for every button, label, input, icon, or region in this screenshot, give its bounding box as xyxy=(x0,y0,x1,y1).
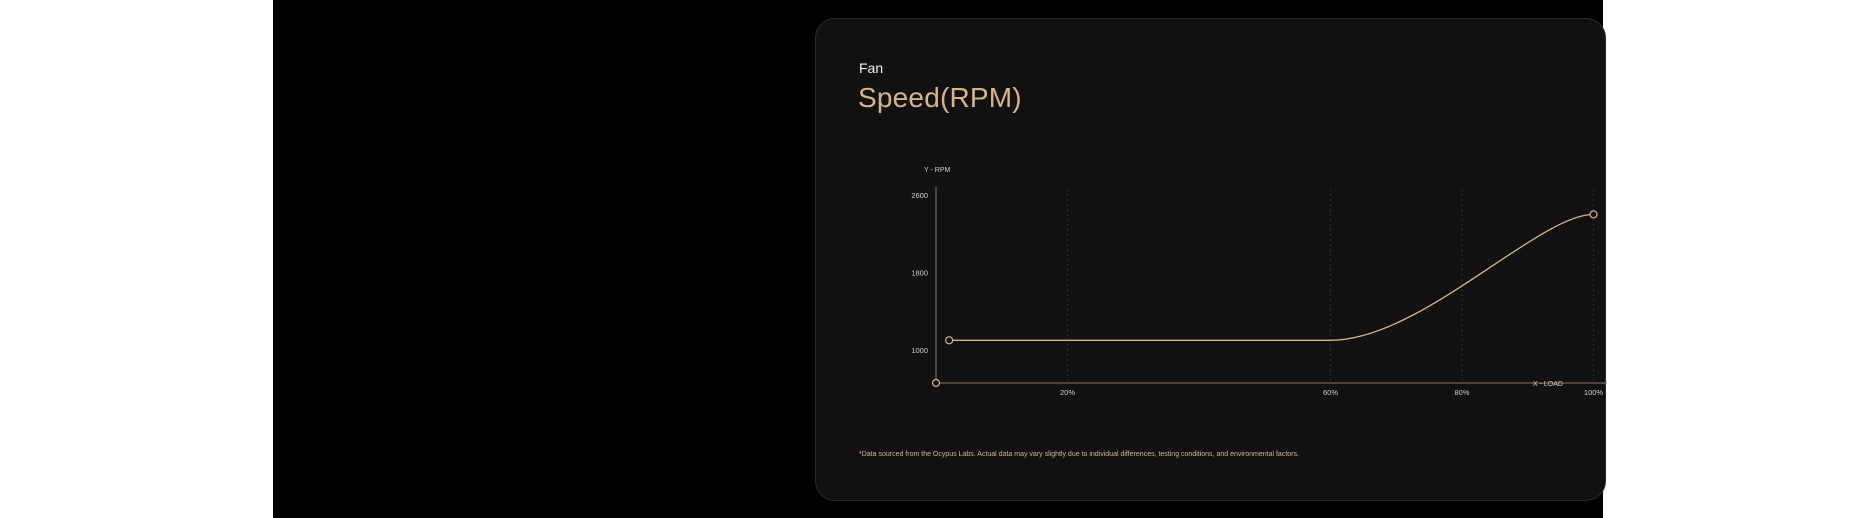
origin-marker xyxy=(931,378,941,388)
fan-curve-chart: 20% 60% 80% 100% 1000 1800 2600 Y - RPM X - LO… xyxy=(911,167,1607,397)
grid-lines xyxy=(1067,189,1594,383)
y-tick-label-2600: 2600 xyxy=(911,191,928,200)
tick-labels: 20% 60% 80% 100% 1000 1800 2600 xyxy=(911,191,1603,397)
series-point-start xyxy=(945,336,954,345)
x-axis-title: X - LOAD xyxy=(1533,381,1563,388)
axes xyxy=(931,187,1607,388)
data-footnote: *Data sourced from the Ocypus Labs. Actu… xyxy=(859,451,1299,458)
page-background: Fan Speed(RPM) 20% 60% 80% 100% 1000 1800 2600… xyxy=(273,0,1607,518)
series-point-end xyxy=(1589,210,1598,219)
series-line-0 xyxy=(949,213,1594,341)
fan-speed-card: Fan Speed(RPM) 20% 60% 80% 100% 1000 1800 2600… xyxy=(815,18,1607,501)
card-eyebrow: Fan xyxy=(859,60,884,76)
x-tick-label-80: 80% xyxy=(1454,388,1469,397)
x-tick-label-60: 60% xyxy=(1323,388,1338,397)
y-tick-label-1000: 1000 xyxy=(911,346,928,355)
x-tick-label-100: 100% xyxy=(1584,388,1604,397)
card-title: Speed(RPM) xyxy=(858,82,1022,113)
series xyxy=(945,210,1598,345)
y-tick-label-1800: 1800 xyxy=(911,269,928,278)
x-tick-label-20: 20% xyxy=(1060,388,1075,397)
y-axis-title: Y - RPM xyxy=(924,167,950,174)
